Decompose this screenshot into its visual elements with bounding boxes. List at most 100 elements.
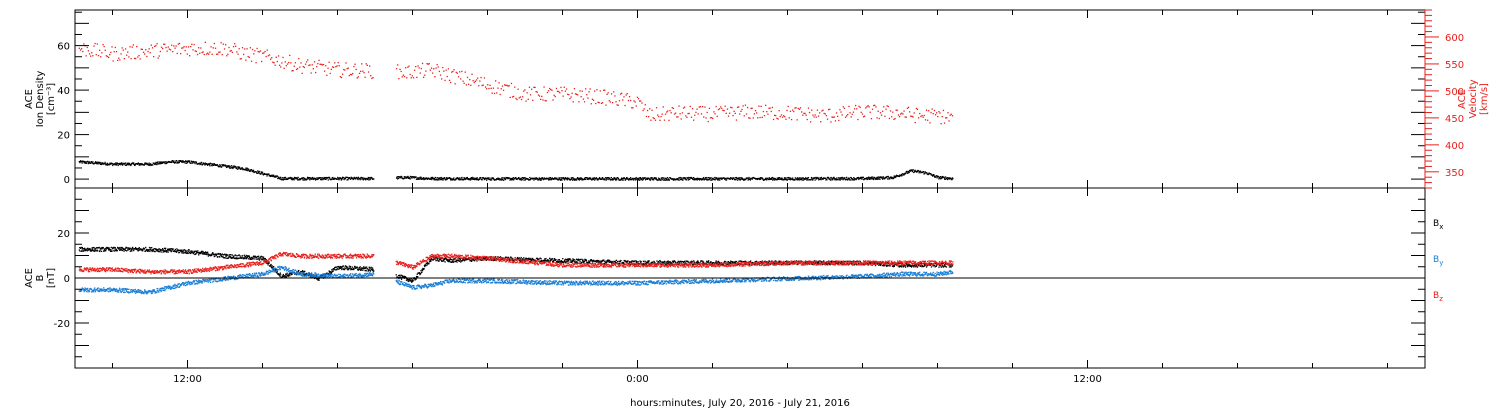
bx-series-point — [784, 260, 787, 263]
density-series-point — [540, 177, 542, 180]
bx-series-point — [404, 276, 406, 278]
bx-series-point — [429, 261, 431, 263]
bx-series-point — [194, 253, 196, 256]
bx-series-point — [105, 250, 107, 252]
density-series-point — [869, 177, 872, 179]
velocity-series-point — [317, 63, 319, 65]
density-series-point — [219, 164, 221, 166]
velocity-series-point — [372, 77, 374, 79]
bx-series-point — [416, 276, 418, 279]
velocity-series-point — [691, 108, 694, 110]
bx-series-point — [197, 252, 199, 254]
density-series-point — [591, 178, 594, 180]
velocity-series-point — [542, 99, 544, 101]
density-series-point — [302, 177, 305, 179]
density-series-point — [315, 178, 318, 180]
density-series-point — [679, 176, 681, 179]
bx-series-point — [196, 250, 198, 252]
velocity-series-point — [538, 95, 541, 97]
velocity-series-point — [220, 42, 222, 44]
density-series-point — [373, 178, 375, 180]
bx-series-point — [787, 264, 789, 266]
velocity-series-point — [630, 99, 632, 102]
density-series-point — [261, 171, 264, 173]
bx-series-point — [829, 264, 831, 266]
density-series-point — [677, 179, 679, 181]
bx-series-point — [613, 260, 616, 263]
by-series-point — [81, 290, 83, 292]
by-series-point — [94, 291, 96, 293]
velocity-series-point — [838, 119, 840, 122]
bx-series-point — [338, 268, 340, 270]
density-series-point — [524, 177, 526, 179]
bx-series-point — [540, 258, 542, 260]
bx-series-point — [717, 260, 720, 262]
density-series-point — [664, 179, 666, 181]
bx-series-point — [938, 263, 940, 265]
bx-series-point — [86, 248, 88, 250]
density-series-point — [172, 161, 175, 163]
density-series-point — [805, 177, 807, 179]
density-series-point — [768, 177, 770, 179]
density-series-point — [78, 160, 80, 163]
density-series-point — [154, 163, 156, 166]
bx-series-point — [574, 259, 576, 261]
bx-series-point — [567, 259, 570, 261]
velocity-series-point — [801, 111, 803, 113]
density-series-point — [124, 163, 126, 165]
bx-series-point — [234, 257, 236, 260]
bx-series-point — [564, 260, 566, 262]
velocity-series-point — [898, 116, 901, 118]
density-series-point — [471, 178, 473, 181]
velocity-series-point — [702, 106, 704, 108]
density-series-point — [784, 178, 787, 180]
bx-series-point — [128, 247, 130, 249]
velocity-series-point — [286, 63, 289, 65]
bx-series-point — [666, 262, 668, 264]
density-series-point — [563, 177, 565, 179]
bx-series-point — [397, 274, 400, 277]
velocity-series-point — [510, 82, 513, 85]
density-series-point — [779, 177, 781, 179]
density-series-point — [774, 179, 776, 181]
velocity-series-point — [326, 74, 328, 76]
bx-series-point — [420, 270, 422, 272]
velocity-series-point — [221, 54, 223, 56]
bx-series-point — [943, 265, 945, 267]
density-series-point — [806, 178, 809, 180]
density-series-point — [357, 178, 359, 181]
velocity-series-point — [614, 95, 616, 97]
velocity-series-point — [762, 110, 765, 113]
density-series-point — [226, 165, 228, 167]
bx-series-point — [162, 251, 164, 253]
density-series-point — [566, 178, 568, 180]
density-series-point — [302, 179, 304, 181]
bx-series-point — [106, 247, 108, 249]
density-series-point — [339, 177, 341, 179]
density-series-point — [814, 179, 816, 181]
velocity-series-point — [307, 59, 309, 61]
bx-series-point — [178, 249, 180, 251]
bx-series-point — [328, 273, 330, 275]
bx-series-point — [560, 261, 562, 263]
density-series-point — [229, 165, 231, 168]
density-series-point — [857, 176, 859, 179]
density-series-point — [662, 179, 665, 181]
velocity-series-point — [545, 100, 547, 102]
bx-series-point — [84, 248, 86, 250]
density-series-point — [895, 176, 897, 178]
density-series-point — [848, 178, 850, 180]
density-series-point — [860, 176, 863, 179]
bx-series-point — [368, 269, 370, 271]
bx-series-point — [875, 261, 877, 263]
bx-series-point — [951, 265, 954, 267]
density-series-point — [841, 178, 843, 180]
bx-series-point — [303, 274, 305, 276]
velocity-series-point — [640, 100, 642, 102]
velocity-series-point — [904, 116, 906, 118]
velocity-series-point — [918, 117, 920, 119]
density-series-point — [563, 179, 566, 181]
velocity-series-point — [766, 111, 768, 113]
bx-series-point — [115, 250, 117, 252]
density-series-point — [853, 177, 855, 179]
